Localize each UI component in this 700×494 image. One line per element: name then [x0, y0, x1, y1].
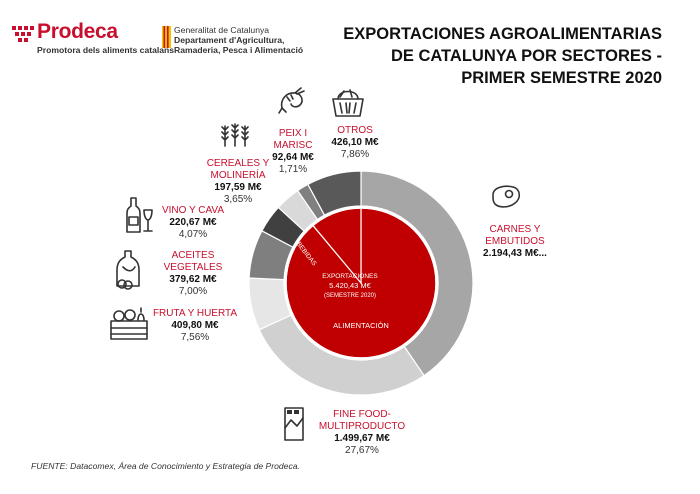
shrimp-icon: [278, 87, 305, 114]
wine-bottle-glass-icon: [126, 197, 153, 233]
wheat-icon: [221, 123, 249, 147]
inner-label-alimentacion: ALIMENTACIÓN: [333, 321, 389, 330]
olive-oil-icon: [116, 250, 140, 290]
label-fruta-huerta: FRUTA Y HUERTA 409,80 M€ 7,56%: [152, 308, 238, 343]
vegetable-crate-icon: [110, 307, 148, 340]
gov-department-2: Ramaderia, Pesca i Alimentació: [174, 45, 304, 55]
label-cereales-molineria: CEREALES Y MOLINERÍA 197,59 M€ 3,65%: [206, 158, 270, 205]
label-carnes-embutidos: CARNES Y EMBUTIDOS 2.194,43 M€...: [483, 224, 547, 259]
meat-steak-icon: [492, 185, 521, 208]
chart-title-line-1: EXPORTACIONES AGROALIMENTARIAS: [343, 25, 662, 43]
label-peix-marisc: PEIX I MARISC 92,64 M€ 1,71%: [272, 128, 314, 175]
inner-ring: [285, 207, 437, 359]
basket-icon: [332, 89, 364, 117]
prodeca-logo-icon: [12, 26, 34, 42]
chart-title-line-2: DE CATALUNYA POR SECTORES -: [390, 47, 662, 65]
outer-segment-0: [360, 170, 474, 377]
label-vino-cava: VINO Y CAVA 220,67 M€ 4,07%: [161, 205, 225, 240]
gov-name: Generalitat de Catalunya: [174, 25, 270, 35]
gov-department: Departament d'Agricultura,: [174, 35, 285, 45]
center-label-line-2: 5.420,43 M€: [329, 281, 372, 290]
center-label-line-3: (SEMESTRE 2020): [324, 293, 376, 299]
brand-tagline: Promotora dels aliments catalans: [37, 45, 175, 55]
center-label-line-1: EXPORTACIONES: [322, 273, 378, 280]
outer-segment-7: [307, 170, 362, 217]
chart-title-line-3: PRIMER SEMESTRE 2020: [461, 69, 662, 87]
label-fine-food: FINE FOOD- MULTIPRODUCTO 1.499,67 M€ 27,…: [318, 409, 406, 456]
brand-name: Prodeca: [37, 20, 118, 43]
source-note: FUENTE: Datacomex, Área de Conocimiento …: [31, 461, 300, 471]
label-otros: OTROS 426,10 M€ 7,86%: [331, 125, 379, 160]
label-aceites-vegetales: ACEITES VEGETALES 379,62 M€ 7,00%: [163, 250, 223, 297]
generalitat-logo-icon: [162, 26, 171, 48]
inner-ring-border: [285, 207, 437, 359]
outer-ring: [248, 170, 474, 396]
chocolate-bar-icon: [284, 407, 304, 441]
